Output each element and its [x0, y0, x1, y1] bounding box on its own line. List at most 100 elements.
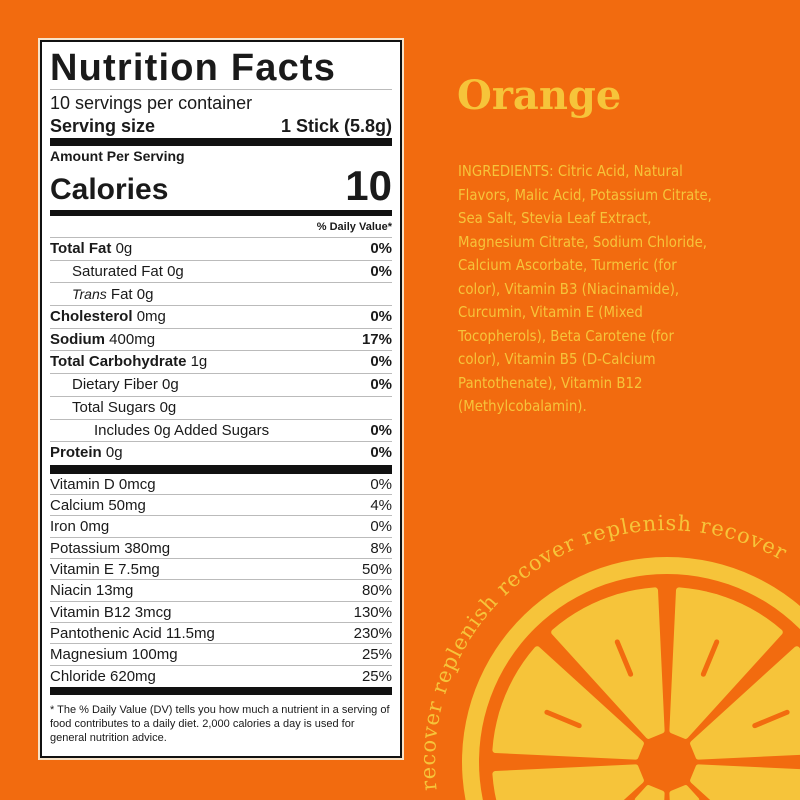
- vitamin-row: Calcium 50mg 4%: [50, 495, 392, 517]
- serving-size-value: 1 Stick (5.8g): [280, 116, 392, 136]
- nutrient-daily-value: 17%: [361, 330, 392, 348]
- label-title: Nutrition Facts: [50, 42, 392, 90]
- nutrient-amount: 0g: [115, 240, 133, 257]
- nutrient-row: Total Fat 0g 0%: [50, 238, 392, 261]
- vitamin-name: Magnesium 100mg: [50, 646, 178, 664]
- nutrient-name: Protein 0g: [50, 442, 123, 465]
- vitamin-daily-value: 4%: [370, 497, 392, 515]
- vitamin-name: Potassium 380mg: [50, 539, 171, 557]
- nutrient-daily-value: 0%: [370, 353, 392, 371]
- nutrient-amount: Fat 0g: [110, 286, 154, 304]
- vitamin-daily-value: 8%: [370, 539, 392, 557]
- nutrient-daily-value: 0%: [370, 308, 392, 326]
- nutrient-row: Sodium 400mg 17%: [50, 329, 392, 352]
- nutrient-label: Trans: [72, 286, 107, 303]
- nutrient-label: Protein: [50, 444, 102, 462]
- vitamin-row: Potassium 380mg 8%: [50, 538, 392, 560]
- calories-label: Calories: [50, 173, 169, 206]
- servings-per-container: 10 servings per container: [50, 93, 253, 113]
- vitamin-name: Niacin 13mg: [50, 582, 134, 600]
- nutrient-label: Total Sugars: [72, 398, 156, 416]
- flavor-title: Orange: [457, 72, 622, 119]
- vitamin-daily-value: 130%: [353, 603, 392, 621]
- vitamin-row: Niacin 13mg 80%: [50, 580, 392, 602]
- nutrient-amount: 0g: [167, 262, 184, 280]
- vitamin-daily-value: 0%: [370, 518, 392, 536]
- nutrient-amount: 0g: [105, 444, 123, 462]
- vitamin-row: Vitamin E 7.5mg 50%: [50, 559, 392, 581]
- nutrient-amount: 0mg: [136, 308, 166, 326]
- vitamin-row: Vitamin B12 3mcg 130%: [50, 602, 392, 623]
- nutrient-row: Cholesterol 0mg 0%: [50, 306, 392, 329]
- nutrient-label: Includes 0g Added Sugars: [94, 421, 270, 439]
- vitamin-name: Chloride 620mg: [50, 667, 156, 685]
- amount-per-serving: Amount Per Serving: [50, 148, 185, 164]
- nutrient-name: Saturated Fat 0g: [50, 261, 184, 283]
- nutrient-row: Total Sugars 0g: [50, 397, 392, 420]
- nutrient-amount: 0g: [162, 376, 179, 394]
- nutrition-facts-label: Nutrition Facts 10 servings per containe…: [38, 38, 404, 760]
- vitamin-daily-value: 50%: [361, 561, 392, 579]
- vitamin-row: Iron 0mg 0%: [50, 516, 392, 538]
- nutrient-name: Cholesterol 0mg: [50, 306, 166, 328]
- orange-seed: [700, 639, 720, 677]
- nutrient-row: Dietary Fiber 0g 0%: [50, 374, 392, 397]
- daily-value-header: % Daily Value*: [50, 216, 392, 238]
- serving-size-label: Serving size: [50, 116, 156, 136]
- vitamin-name: Vitamin D 0mcg: [50, 475, 156, 493]
- calories-row: Calories 10: [50, 164, 392, 207]
- vitamin-list: Vitamin D 0mcg 0% Calcium 50mg 4% Iron 0mg 0%…: [50, 474, 392, 687]
- nutrient-label: Sodium: [50, 330, 105, 348]
- orange-segment: [669, 587, 783, 739]
- vitamin-name: Vitamin B12 3mcg: [50, 603, 172, 621]
- nutrient-row: Protein 0g 0%: [50, 442, 392, 465]
- footnote: * The % Daily Value (DV) tells you how m…: [50, 703, 390, 744]
- vitamin-name: Iron 0mg: [50, 518, 110, 536]
- vitamin-daily-value: 25%: [361, 646, 392, 664]
- nutrient-label: Cholesterol: [50, 308, 133, 326]
- vitamin-row: Vitamin D 0mcg 0%: [50, 474, 392, 496]
- orange-segments: [492, 587, 800, 800]
- vitamin-daily-value: 0%: [370, 475, 392, 493]
- vitamin-name: Pantothenic Acid 11.5mg: [50, 624, 215, 642]
- divider: [50, 686, 392, 695]
- divider: [50, 464, 392, 474]
- nutrient-amount: 1g: [190, 353, 208, 371]
- nutrient-row: Total Carbohydrate 1g 0%: [50, 351, 392, 375]
- nutrient-label: Dietary Fiber: [72, 376, 158, 394]
- vitamin-daily-value: 25%: [361, 667, 392, 685]
- nutrient-daily-value: 0%: [370, 444, 392, 462]
- orange-segment: [690, 646, 800, 760]
- nutrient-row: Includes 0g Added Sugars 0%: [50, 420, 392, 443]
- vitamin-daily-value: 230%: [353, 624, 392, 642]
- vitamin-name: Vitamin E 7.5mg: [50, 561, 160, 579]
- nutrient-row: Saturated Fat 0g 0%: [50, 261, 392, 284]
- nutrient-list: Total Fat 0g 0% Saturated Fat 0g 0% Trans Fa…: [50, 238, 392, 465]
- nutrient-name: Total Fat 0g: [50, 238, 132, 260]
- vitamin-daily-value: 80%: [361, 582, 392, 600]
- orange-segment: [634, 785, 665, 800]
- nutrient-amount: 0g: [159, 398, 177, 416]
- nutrient-label: Total Fat: [50, 240, 112, 257]
- nutrient-daily-value: 0%: [370, 376, 392, 394]
- divider: [50, 210, 392, 216]
- orange-segment: [492, 764, 644, 800]
- vitamin-row: Pantothenic Acid 11.5mg 230%: [50, 623, 392, 645]
- vitamin-name: Calcium 50mg: [50, 497, 146, 515]
- nutrient-daily-value: 0%: [370, 421, 392, 439]
- orange-segment: [669, 785, 700, 800]
- nutrient-daily-value: 0%: [370, 240, 392, 257]
- ingredients-text: INGREDIENTS: Citric Acid, Natural Flavor…: [458, 162, 712, 415]
- orange-segment: [551, 587, 665, 739]
- nutrient-row: Trans Fat 0g: [50, 283, 392, 307]
- orange-seed: [752, 709, 790, 729]
- vitamin-row: Magnesium 100mg 25%: [50, 644, 392, 666]
- nutrient-label: Total Carbohydrate: [50, 353, 187, 371]
- vitamin-row: Chloride 620mg 25%: [50, 666, 392, 687]
- nutrient-name: Total Carbohydrate 1g: [50, 351, 207, 373]
- nutrient-amount: 400mg: [109, 330, 156, 348]
- calories-value: 10: [345, 162, 392, 209]
- nutrient-name: Sodium 400mg: [50, 329, 155, 351]
- orange-seed: [544, 709, 582, 729]
